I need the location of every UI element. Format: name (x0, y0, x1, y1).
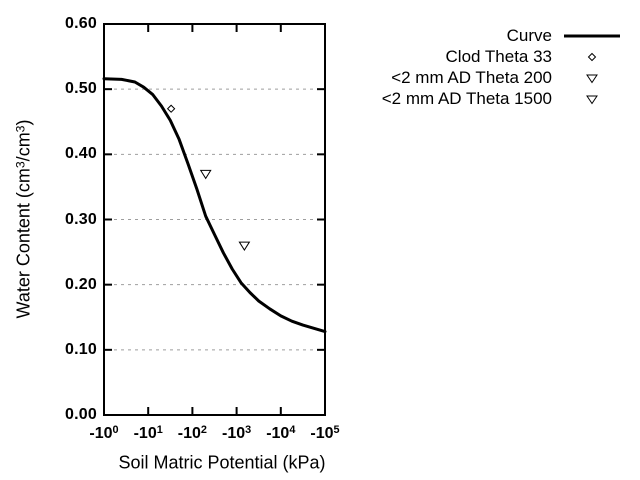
x-tick-label: -100 (89, 424, 119, 442)
legend-item: <2 mm AD Theta 200 (382, 67, 622, 88)
legend-item: Curve (382, 25, 622, 46)
x-tick-label: -103 (222, 424, 252, 442)
legend-diamond-sample (587, 52, 597, 61)
legend-triangle-sample (586, 95, 598, 104)
data-point-diamond (166, 104, 176, 113)
plot-border (103, 23, 326, 416)
legend-label: Clod Theta 33 (445, 46, 552, 66)
y-tick-label: 0.60 (65, 15, 97, 32)
data-point-triangle-down (238, 241, 251, 252)
diamond-marker-icon (587, 52, 597, 61)
legend: Curve Clod Theta 33 <2 mm AD Theta 200 <2 m… (382, 25, 622, 109)
legend-label: <2 mm AD Theta 200 (391, 67, 552, 87)
y-tick-label: 0.30 (65, 210, 97, 228)
curve-line-icon (564, 34, 620, 37)
legend-key (562, 92, 622, 106)
legend-triangle-sample (586, 74, 598, 83)
y-tick-label: 0.10 (65, 340, 97, 358)
y-tick-label: 0.50 (65, 80, 97, 98)
triangle-down-marker-icon (586, 74, 598, 83)
curve-path (102, 77, 327, 334)
legend-key (562, 50, 622, 64)
x-tick-label: -102 (177, 424, 207, 442)
legend-item: <2 mm AD Theta 1500 (382, 88, 622, 109)
legend-key (562, 71, 622, 85)
y-tick-label: 0.00 (65, 406, 97, 423)
x-axis-title: Soil Matric Potential (kPa) (118, 452, 326, 473)
legend-label: Curve (506, 25, 552, 45)
triangle-down-marker-icon (586, 95, 598, 104)
data-point-triangle-down (199, 169, 212, 180)
y-tick-label: 0.20 (65, 275, 97, 293)
legend-item: Clod Theta 33 (382, 46, 622, 67)
legend-key (562, 29, 622, 43)
x-tick-label: -101 (133, 424, 163, 442)
x-tick-label: -104 (266, 424, 296, 442)
x-tick-label: -105 (310, 424, 340, 442)
y-axis-title: Water Content (cm3/cm3) (13, 119, 34, 319)
legend-label: <2 mm AD Theta 1500 (381, 88, 552, 108)
y-tick-label: 0.40 (65, 145, 97, 163)
